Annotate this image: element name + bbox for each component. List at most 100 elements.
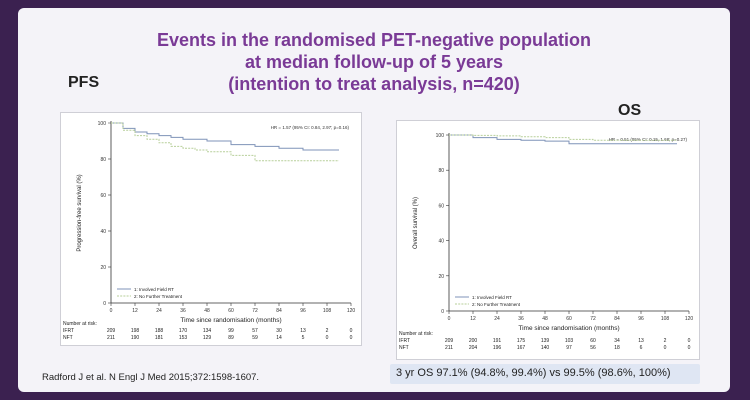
- y-tick-label: 80: [438, 168, 444, 174]
- risk-value: 0: [350, 335, 353, 341]
- risk-value: 129: [203, 335, 212, 341]
- x-tick-label: 84: [276, 308, 282, 314]
- y-tick-label: 60: [438, 203, 444, 209]
- slide-title-line-3: (intention to treat analysis, n=420): [228, 74, 520, 94]
- risk-value: 103: [565, 338, 574, 344]
- risk-value: 18: [614, 345, 620, 351]
- os-summary-text: 3 yr OS 97.1% (94.8%, 99.4%) vs 99.5% (9…: [396, 367, 671, 379]
- x-tick-label: 48: [204, 308, 210, 314]
- risk-value: 167: [517, 345, 526, 351]
- x-tick-label: 108: [323, 308, 332, 314]
- risk-value: 170: [179, 328, 188, 334]
- hazard-ratio-annotation: HR = 1.57 (95% CI: 0.84, 2.97; p=0.16): [271, 125, 350, 130]
- os-chart-panel: 0 20 40 60 80 100 0 12 24 36 48 60 72 84 96 108 120 Time …: [396, 120, 700, 360]
- risk-table-header: Number at risk:: [63, 321, 97, 327]
- legend-entry-1: 1: Involved Field RT: [134, 287, 174, 292]
- risk-value: 13: [300, 328, 306, 334]
- x-tick-label: 12: [132, 308, 138, 314]
- risk-value: 14: [276, 335, 282, 341]
- risk-value: 57: [252, 328, 258, 334]
- risk-row-label: NFT: [63, 335, 73, 341]
- risk-value: 139: [541, 338, 550, 344]
- risk-value: 200: [469, 338, 478, 344]
- risk-value: 196: [493, 345, 502, 351]
- risk-value: 175: [517, 338, 526, 344]
- y-axis-label: Progression-free survival (%): [77, 174, 83, 251]
- y-tick-label: 40: [100, 229, 106, 235]
- y-tick-label: 100: [98, 121, 107, 127]
- risk-value: 97: [566, 345, 572, 351]
- risk-value: 13: [638, 338, 644, 344]
- x-tick-label: 72: [252, 308, 258, 314]
- series-line-1: [111, 122, 339, 151]
- x-tick-label: 120: [347, 308, 356, 314]
- x-tick-label: 60: [566, 316, 572, 322]
- risk-value: 204: [469, 345, 478, 351]
- risk-row-label: IFRT: [63, 328, 74, 334]
- x-tick-label: 24: [494, 316, 500, 322]
- x-tick-label: 96: [638, 316, 644, 322]
- risk-value: 59: [252, 335, 258, 341]
- risk-value: 34: [614, 338, 620, 344]
- legend-entry-1: 1: Involved Field RT: [472, 295, 512, 300]
- risk-value: 0: [350, 328, 353, 334]
- series-line-2: [111, 122, 339, 162]
- os-panel-label: OS: [618, 102, 642, 119]
- y-tick-label: 20: [100, 265, 106, 271]
- risk-value: 0: [326, 335, 329, 341]
- x-tick-label: 48: [542, 316, 548, 322]
- y-tick-label: 0: [103, 301, 106, 307]
- risk-row-label: NFT: [399, 345, 409, 351]
- risk-value: 211: [107, 335, 115, 341]
- risk-value: 153: [179, 335, 188, 341]
- citation: Radford J et al. N Engl J Med 2015;372:1…: [42, 372, 260, 383]
- risk-value: 6: [640, 345, 643, 351]
- risk-value: 198: [131, 328, 140, 334]
- risk-value: 30: [276, 328, 282, 334]
- legend-entry-2: 2: No Further Treatment: [134, 294, 183, 299]
- x-tick-label: 12: [470, 316, 476, 322]
- risk-value: 60: [590, 338, 596, 344]
- y-tick-label: 40: [438, 239, 444, 245]
- risk-value: 0: [664, 345, 667, 351]
- x-tick-label: 108: [661, 316, 670, 322]
- x-tick-label: 36: [180, 308, 186, 314]
- x-tick-label: 120: [685, 316, 694, 322]
- risk-value: 209: [107, 328, 116, 334]
- os-summary-box: 3 yr OS 97.1% (94.8%, 99.4%) vs 99.5% (9…: [390, 364, 700, 384]
- risk-value: 209: [445, 338, 454, 344]
- x-axis-label: Time since randomisation (months): [180, 317, 281, 324]
- risk-value: 0: [688, 345, 691, 351]
- x-tick-label: 36: [518, 316, 524, 322]
- y-tick-label: 20: [438, 274, 444, 280]
- x-tick-label: 0: [110, 308, 113, 314]
- x-axis-label: Time since randomisation (months): [518, 325, 619, 332]
- x-tick-label: 24: [156, 308, 162, 314]
- risk-value: 190: [131, 335, 140, 341]
- x-tick-label: 60: [228, 308, 234, 314]
- y-tick-label: 80: [100, 157, 106, 163]
- slide-title-line-1: Events in the randomised PET-negative po…: [156, 30, 592, 50]
- risk-value: 0: [688, 338, 691, 344]
- x-tick-label: 96: [300, 308, 306, 314]
- x-tick-label: 84: [614, 316, 620, 322]
- risk-value: 2: [326, 328, 329, 334]
- risk-value: 181: [155, 335, 164, 341]
- x-tick-label: 72: [590, 316, 596, 322]
- series-line-2: [449, 134, 677, 141]
- y-tick-label: 60: [100, 193, 106, 199]
- risk-table-header: Number at risk:: [399, 331, 433, 337]
- risk-row-label: IFRT: [399, 338, 410, 344]
- y-tick-label: 100: [436, 133, 445, 139]
- pfs-chart-panel: 0 20 40 60 80 100 0 12 24 36 48 60 72 84 96 108 120 Time …: [60, 112, 362, 346]
- series-line-1: [449, 134, 677, 145]
- risk-value: 89: [228, 335, 234, 341]
- risk-value: 2: [664, 338, 667, 344]
- risk-value: 140: [541, 345, 550, 351]
- slide: Events in the randomised PET-negative po…: [18, 8, 730, 392]
- risk-value: 188: [155, 328, 164, 334]
- risk-value: 191: [493, 338, 502, 344]
